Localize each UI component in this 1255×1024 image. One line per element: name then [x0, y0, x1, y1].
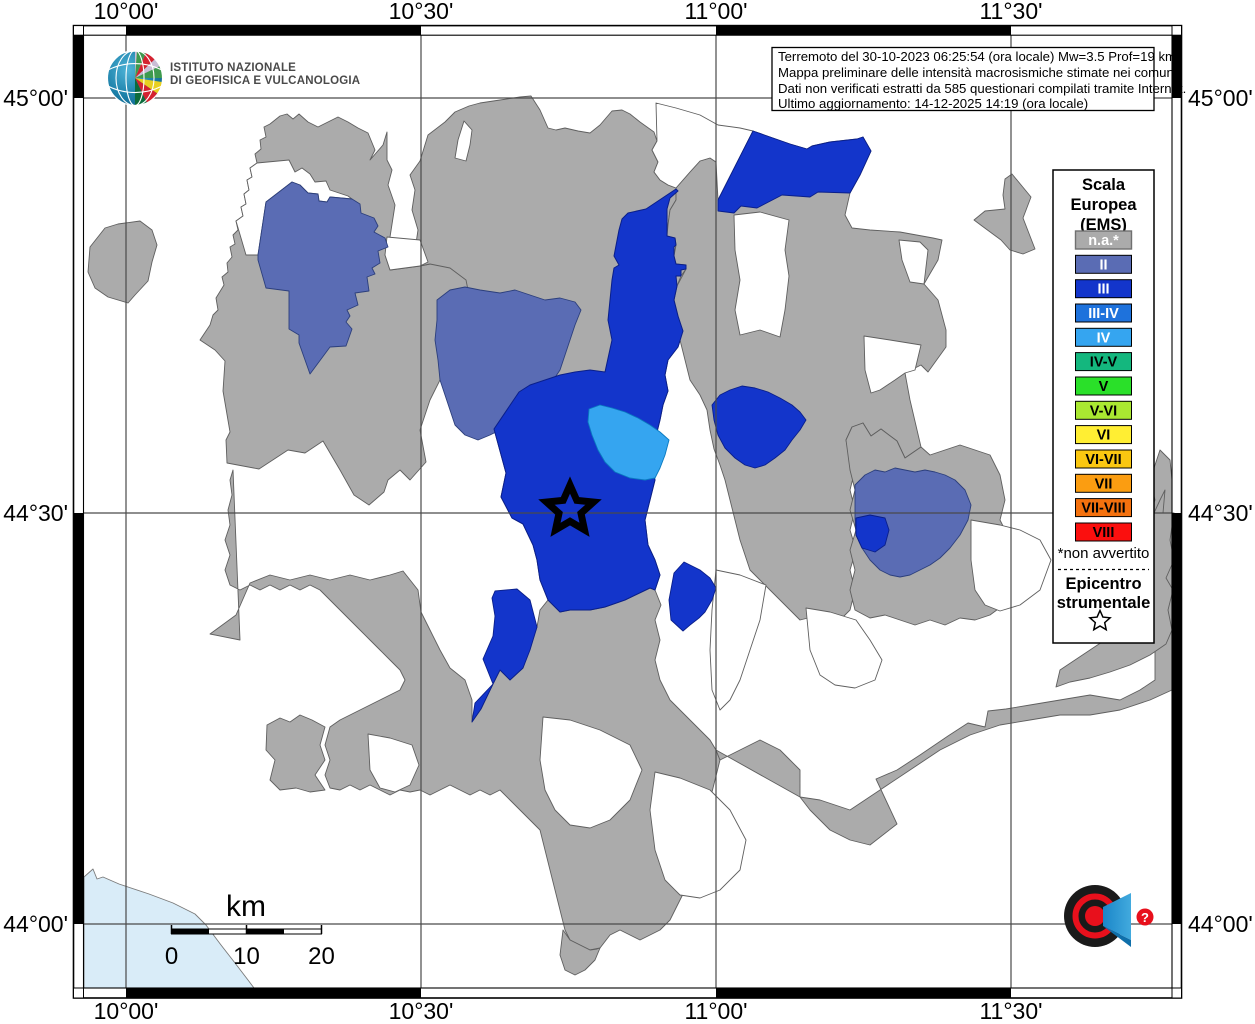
- svg-text:IV: IV: [1097, 330, 1111, 346]
- svg-text:Epicentro: Epicentro: [1065, 575, 1141, 593]
- svg-text:VII: VII: [1095, 476, 1113, 492]
- svg-text:44°00': 44°00': [3, 911, 68, 937]
- svg-text:44°30': 44°30': [1188, 500, 1253, 526]
- svg-text:10°30': 10°30': [389, 998, 454, 1024]
- svg-text:DI GEOFISICA E VULCANOLOGIA: DI GEOFISICA E VULCANOLOGIA: [170, 75, 360, 87]
- svg-text:n.a.*: n.a.*: [1088, 233, 1119, 249]
- svg-text:Terremoto del 30-10-2023 06:25: Terremoto del 30-10-2023 06:25:54 (ora l…: [778, 49, 1176, 64]
- svg-text:strumentale: strumentale: [1057, 594, 1151, 612]
- svg-text:45°00': 45°00': [3, 85, 68, 111]
- svg-text:44°00': 44°00': [1188, 911, 1253, 937]
- svg-text:Scala: Scala: [1082, 176, 1126, 194]
- svg-text:V-VI: V-VI: [1090, 403, 1117, 419]
- svg-text:0: 0: [165, 943, 178, 970]
- svg-text:11°30': 11°30': [979, 998, 1042, 1024]
- svg-text:10: 10: [233, 943, 260, 970]
- svg-text:11°30': 11°30': [979, 0, 1042, 24]
- svg-text:Mappa preliminare delle intens: Mappa preliminare delle intensità macros…: [778, 65, 1177, 80]
- svg-text:?: ?: [1141, 910, 1149, 925]
- svg-text:20: 20: [308, 943, 335, 970]
- svg-text:II: II: [1099, 257, 1107, 273]
- svg-text:11°00': 11°00': [684, 998, 747, 1024]
- svg-text:VIII: VIII: [1093, 525, 1115, 541]
- svg-text:km: km: [226, 890, 266, 923]
- svg-text:Europea: Europea: [1070, 196, 1137, 214]
- svg-text:Ultimo aggiornamento: 14-12-20: Ultimo aggiornamento: 14-12-2025 14:19 (…: [778, 96, 1088, 111]
- svg-text:VI-VII: VI-VII: [1085, 452, 1121, 468]
- svg-text:III-IV: III-IV: [1088, 306, 1119, 322]
- svg-text:Dati non verificati estratti d: Dati non verificati estratti da 585 ques…: [778, 81, 1186, 96]
- svg-text:10°00': 10°00': [94, 0, 159, 24]
- svg-text:III: III: [1097, 282, 1109, 298]
- svg-text:VII-VIII: VII-VIII: [1081, 501, 1125, 517]
- svg-text:11°00': 11°00': [684, 0, 747, 24]
- svg-text:ISTITUTO NAZIONALE: ISTITUTO NAZIONALE: [170, 62, 296, 74]
- svg-text:IV-V: IV-V: [1090, 355, 1118, 371]
- svg-text:*non avvertito: *non avvertito: [1058, 545, 1150, 562]
- svg-text:(EMS): (EMS): [1080, 216, 1127, 234]
- svg-text:10°30': 10°30': [389, 0, 454, 24]
- svg-text:VI: VI: [1097, 428, 1111, 444]
- svg-text:10°00': 10°00': [94, 998, 159, 1024]
- svg-text:V: V: [1099, 379, 1109, 395]
- svg-text:44°30': 44°30': [3, 500, 68, 526]
- svg-text:45°00': 45°00': [1188, 85, 1253, 111]
